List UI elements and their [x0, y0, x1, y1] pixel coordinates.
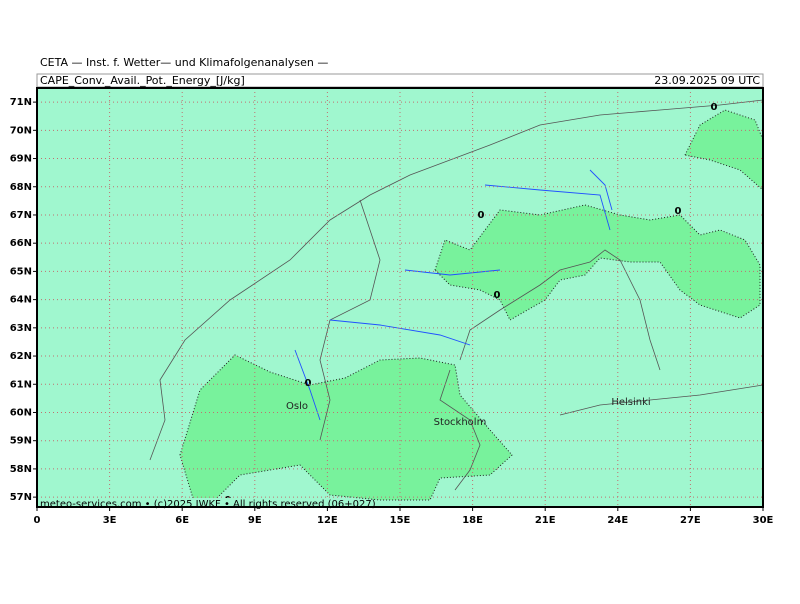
x-tick-label: 30E	[753, 515, 774, 526]
coastlines	[149, 99, 764, 491]
x-tick-label: 21E	[535, 515, 556, 526]
y-tick-label: 66N	[10, 238, 32, 249]
y-tick-label: 62N	[10, 351, 32, 362]
y-tick-label: 68N	[10, 182, 32, 193]
y-tick-label: 71N	[10, 97, 32, 108]
contour-label: 0	[675, 206, 682, 217]
x-tick-label: 9E	[248, 515, 262, 526]
valid-time: 23.09.2025 09 UTC	[654, 74, 760, 87]
contour-label: 0	[305, 378, 312, 389]
institute: CETA — Inst. f. Wetter— und Klimafolgena…	[40, 56, 328, 69]
contour-label: 0	[711, 102, 718, 113]
grid	[36, 88, 764, 507]
y-tick-label: 70N	[10, 125, 32, 136]
y-tick-label: 57N	[10, 492, 32, 503]
y-tick-label: 63N	[10, 323, 32, 334]
y-tick-label: 61N	[10, 379, 32, 390]
x-tick-label: 27E	[680, 515, 701, 526]
y-tick-label: 65N	[10, 266, 32, 277]
x-tick-label: 15E	[390, 515, 411, 526]
y-tick-label: 58N	[10, 464, 32, 475]
city-label: Stockholm	[434, 417, 487, 428]
x-tick-label: 0	[34, 515, 41, 526]
x-tick-label: 24E	[607, 515, 628, 526]
y-tick-label: 60N	[10, 407, 32, 418]
x-tick-label: 18E	[462, 515, 483, 526]
x-tick-label: 6E	[175, 515, 189, 526]
x-tick-label: 3E	[103, 515, 117, 526]
footer: meteo-services.com • (c)2025 IWKF • All …	[40, 499, 376, 510]
contour-label: 0	[478, 210, 485, 221]
rivers	[294, 169, 613, 421]
y-tick-label: 67N	[10, 210, 32, 221]
x-tick-label: 12E	[317, 515, 338, 526]
city-label: Helsinki	[611, 397, 650, 408]
contour-label: 0	[494, 290, 501, 301]
title: CAPE_Conv._Avail._Pot._Energy_[J/kg]	[40, 74, 245, 87]
y-tick-label: 59N	[10, 436, 32, 447]
cape-areas	[179, 109, 764, 506]
footer-bg	[37, 498, 337, 507]
y-tick-label: 64N	[10, 295, 32, 306]
y-tick-label: 69N	[10, 154, 32, 165]
city-label: Oslo	[286, 401, 308, 412]
